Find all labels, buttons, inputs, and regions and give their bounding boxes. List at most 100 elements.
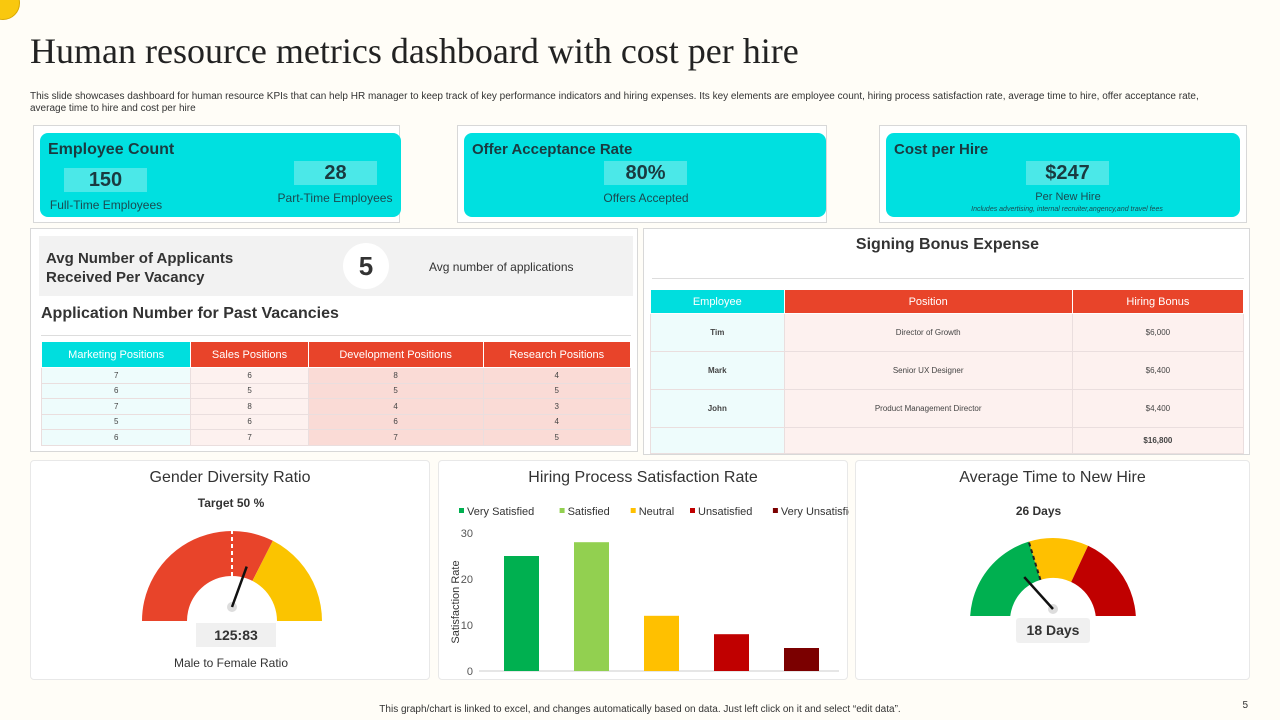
gender-ratio-label: Male to Female Ratio xyxy=(173,656,289,670)
offer-value: 80% xyxy=(604,161,687,185)
legend-label: Neutral xyxy=(639,506,674,518)
full-time-label: Full-Time Employees xyxy=(49,198,163,212)
table-row: Mark Senior UX Designer $6,400 xyxy=(650,351,1245,390)
table-cell: 6 xyxy=(307,413,484,430)
column-header: Development Positions xyxy=(307,341,484,368)
table-cell: Senior UX Designer xyxy=(783,351,1073,390)
table-row: Tim Director of Growth $6,000 xyxy=(650,313,1245,352)
time-to-hire-card: Average Time to New Hire 26 Days 18 Days xyxy=(855,460,1250,680)
page-number: 5 xyxy=(1242,700,1248,711)
table-cell: 6 xyxy=(190,367,309,384)
legend-label: Very Satisfied xyxy=(467,506,534,518)
gender-gauge xyxy=(142,531,322,621)
legend-label: Unsatisfied xyxy=(698,506,752,518)
table-cell: 6 xyxy=(40,429,192,446)
bar-very-satisfied xyxy=(504,556,539,671)
cost-per-hire-card: Cost per Hire $247 Per New Hire Includes… xyxy=(886,133,1240,217)
cost-note: Includes advertising, internal recruiter… xyxy=(971,206,1163,213)
table-cell: Product Management Director xyxy=(783,389,1073,428)
part-time-value: 28 xyxy=(294,161,377,185)
y-axis-label: Satisfaction Rate xyxy=(450,560,462,643)
satisfaction-card: Hiring Process Satisfaction Rate Very Sa… xyxy=(438,460,849,680)
table-cell xyxy=(783,427,1073,454)
table-cell: 5 xyxy=(482,382,631,399)
legend-swatch xyxy=(690,508,695,513)
gauge-segment xyxy=(142,531,273,621)
table-cell: John xyxy=(650,389,785,428)
legend-label: Very Unsatisfied xyxy=(781,506,849,518)
table-cell: Tim xyxy=(650,313,785,352)
card-title: Employee Count xyxy=(48,141,175,158)
y-tick-label: 0 xyxy=(467,666,473,678)
table-cell: 5 xyxy=(307,382,484,399)
column-header: Research Positions xyxy=(482,341,631,368)
table-cell: $16,800 xyxy=(1071,427,1245,454)
total-row: $16,800 xyxy=(650,427,1245,454)
column-header: Position xyxy=(783,289,1073,314)
full-time-value: 150 xyxy=(64,168,147,192)
satisfaction-chart: Very Satisfied Satisfied Neutral Unsatisfie… xyxy=(450,506,849,678)
offer-label: Offers Accepted xyxy=(603,191,689,205)
bar-very-unsatisfied xyxy=(784,648,819,671)
bonus-panel: Signing Bonus Expense Employee Position Hi… xyxy=(643,228,1250,455)
gender-diversity-card: Gender Diversity Ratio Target 50 % 125:8… xyxy=(30,460,430,680)
table-cell: Mark xyxy=(650,351,785,390)
table-cell: $6,400 xyxy=(1071,351,1245,390)
table-cell: 6 xyxy=(190,413,309,430)
offer-acceptance-card: Offer Acceptance Rate 80% Offers Accepte… xyxy=(464,133,826,217)
gauge-segment xyxy=(970,541,1041,616)
table-cell: 8 xyxy=(190,398,309,415)
table-cell: $6,000 xyxy=(1071,313,1245,352)
applications-panel: Avg Number of Applicants Received Per Va… xyxy=(30,228,638,452)
table-cell: 5 xyxy=(482,429,631,446)
gender-target: Target 50 % xyxy=(197,496,265,510)
applicants-label: Avg number of applications xyxy=(429,260,574,274)
table-cell: 7 xyxy=(40,398,192,415)
gauge-segment xyxy=(1071,545,1136,616)
card-title: Offer Acceptance Rate xyxy=(472,141,633,158)
applicants-summary: Avg Number of Applicants Received Per Va… xyxy=(39,236,633,296)
bonus-table: Employee Position Hiring Bonus Tim Director … xyxy=(650,289,1245,454)
divider xyxy=(41,335,631,336)
y-tick-label: 20 xyxy=(461,574,473,586)
bonus-title: Signing Bonus Expense xyxy=(855,236,1040,253)
bar-neutral xyxy=(644,615,679,671)
page-description: This slide showcases dashboard for human… xyxy=(30,91,1199,114)
bar-satisfied xyxy=(574,542,609,671)
table-cell: 5 xyxy=(40,413,192,430)
table-cell: 5 xyxy=(190,382,309,399)
cost-value: $247 xyxy=(1026,161,1109,185)
table-cell: $4,400 xyxy=(1071,389,1245,428)
time-value: 18 Days xyxy=(1016,618,1090,643)
time-gauge xyxy=(970,538,1136,616)
legend-swatch xyxy=(630,508,636,513)
legend-swatch xyxy=(459,508,464,513)
gauge-needle xyxy=(230,566,248,608)
table-cell: 6 xyxy=(40,382,192,399)
table-cell: 4 xyxy=(307,398,484,415)
cost-label: Per New Hire xyxy=(1035,191,1101,203)
y-tick-label: 10 xyxy=(461,620,473,632)
bar-unsatisfied xyxy=(714,634,749,671)
column-header: Hiring Bonus xyxy=(1071,289,1245,314)
applications-title: Application Number for Past Vacancies xyxy=(41,305,339,322)
column-header: Employee xyxy=(650,289,785,314)
legend-swatch xyxy=(559,508,565,513)
employee-count-card: Employee Count 150 Full-Time Employees 2… xyxy=(40,133,401,217)
legend-label: Satisfied xyxy=(568,506,610,518)
gauge-segment xyxy=(1028,538,1089,583)
gauge-needle xyxy=(1023,576,1054,610)
table-cell: 4 xyxy=(482,367,631,384)
column-header: Marketing Positions xyxy=(40,341,192,368)
footer-note: This graph/chart is linked to excel, and… xyxy=(379,704,901,715)
table-cell: 7 xyxy=(190,429,309,446)
page-title: Human resource metrics dashboard with co… xyxy=(30,31,799,71)
chart-title: Hiring Process Satisfaction Rate xyxy=(528,469,758,486)
column-header: Sales Positions xyxy=(190,341,309,368)
part-time-label: Part-Time Employees xyxy=(277,191,393,205)
applicants-value: 5 xyxy=(343,243,389,289)
